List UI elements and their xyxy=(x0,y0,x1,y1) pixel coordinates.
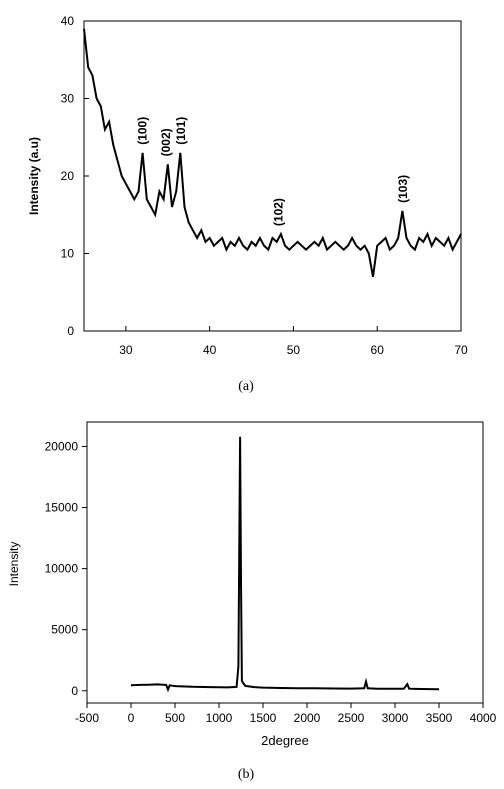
chart-a-xtick-label: 70 xyxy=(454,343,468,357)
chart-b-xtick-label: 500 xyxy=(165,711,185,725)
chart-b-xtick-label: 3000 xyxy=(382,711,409,725)
chart-b-xlabel: 2degree xyxy=(261,733,309,748)
chart-a-tick-labels: 30 40 50 60 70 0 10 20 30 40 xyxy=(61,14,468,357)
chart-b-xtick-label: 3500 xyxy=(426,711,453,725)
chart-b-plot-frame xyxy=(86,421,484,704)
chart-a-peak-label: (101) xyxy=(174,117,188,145)
chart-b-xtick-label: 0 xyxy=(128,711,135,725)
chart-a-series-line xyxy=(83,28,462,277)
chart-a-xtick-label: 60 xyxy=(371,343,385,357)
chart-a-peak-labels: (100) (002) (101) (102) (103) xyxy=(136,117,411,226)
chart-b-ticks xyxy=(82,445,484,708)
chart-a-ytick-label: 30 xyxy=(61,92,75,106)
chart-b-ylabel: Intensity xyxy=(7,542,21,587)
chart-a-xtick-label: 40 xyxy=(203,343,217,357)
chart-b-ytick-label: 5000 xyxy=(51,623,78,637)
chart-b-xtick-label: 1500 xyxy=(250,711,277,725)
chart-a-ytick-label: 20 xyxy=(61,169,75,183)
chart-b-xtick-label: 1000 xyxy=(206,711,233,725)
chart-b-ytick-label: 0 xyxy=(71,684,78,698)
chart-a-ytick-label: 40 xyxy=(61,14,75,28)
chart-b-ytick-label: 20000 xyxy=(45,439,79,453)
chart-b: -500 0 500 1000 1500 2000 2500 3000 3500 4000 0 500… xyxy=(7,421,497,782)
chart-a-peak-label: (002) xyxy=(159,128,173,156)
chart-a-caption: (a) xyxy=(238,379,254,394)
chart-a-ticks xyxy=(84,20,462,332)
chart-b-xtick-label: -500 xyxy=(75,711,99,725)
chart-a: 30 40 50 60 70 0 10 20 30 40 (100) (002) (101) (102)… xyxy=(27,14,468,394)
chart-a-peak-label: (102) xyxy=(271,198,285,226)
chart-a-peak-label: (103) xyxy=(396,175,410,203)
chart-b-tick-labels: -500 0 500 1000 1500 2000 2500 3000 3500 4000 0 500… xyxy=(45,439,497,725)
chart-b-xtick-label: 2000 xyxy=(294,711,321,725)
chart-b-ytick-label: 15000 xyxy=(45,501,79,515)
chart-b-ytick-label: 10000 xyxy=(45,562,79,576)
chart-a-peak-label: (100) xyxy=(136,117,150,145)
chart-b-caption: (b) xyxy=(238,767,255,782)
chart-a-ylabel: Intensity (a.u) xyxy=(27,137,41,215)
chart-b-xtick-label: 4000 xyxy=(470,711,497,725)
chart-a-xtick-label: 30 xyxy=(119,343,133,357)
chart-b-xtick-label: 2500 xyxy=(338,711,365,725)
chart-a-ytick-label: 0 xyxy=(67,324,74,338)
chart-a-ytick-label: 10 xyxy=(61,247,75,261)
chart-b-series-line xyxy=(130,436,440,693)
chart-a-xtick-label: 50 xyxy=(287,343,301,357)
